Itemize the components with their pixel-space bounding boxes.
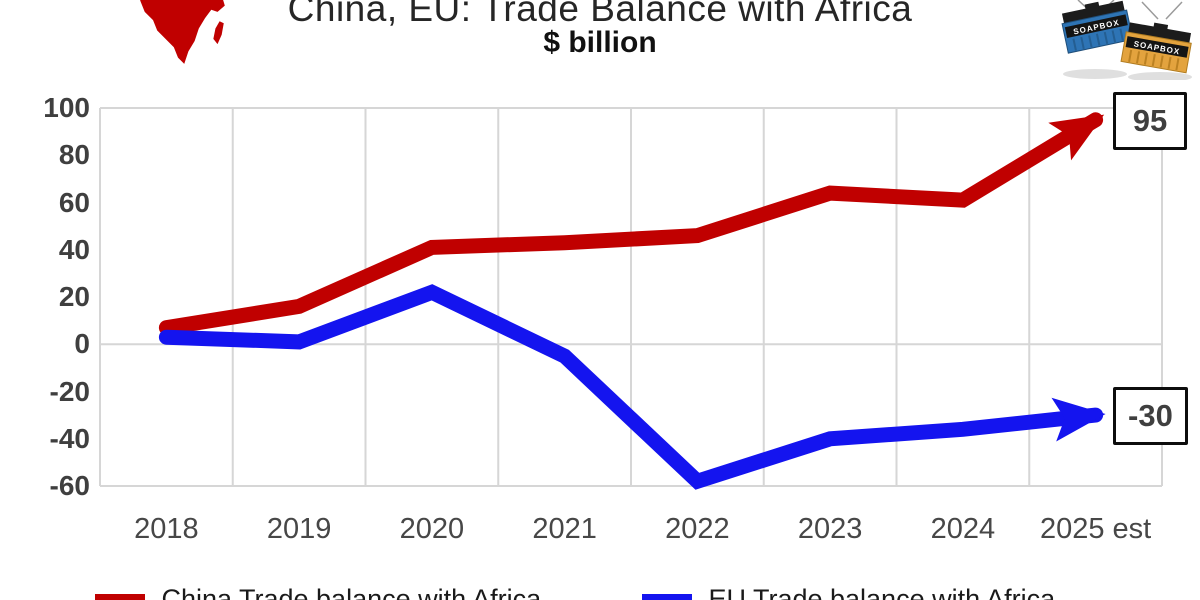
end-value-box-eu: -30	[1113, 387, 1188, 446]
x-tick-label: 2022	[665, 513, 730, 545]
series-lines	[158, 112, 1106, 490]
x-tick-label: 2024	[930, 513, 996, 545]
china-line-marker	[95, 594, 145, 600]
y-tick-label: -20	[49, 375, 90, 407]
x-tick-label: 2021	[532, 513, 597, 545]
series-line-china	[158, 112, 1105, 336]
y-tick-label: 100	[43, 92, 90, 123]
legend-item-china: China Trade balance with Africa	[95, 584, 541, 600]
y-tick-label: -40	[49, 422, 90, 454]
legend: China Trade balance with Africa EU Trade…	[0, 584, 1200, 600]
x-tick-label: 2018	[134, 513, 199, 545]
y-tick-label: 20	[58, 281, 90, 312]
y-tick-label: -60	[49, 470, 90, 501]
chart-title: China, EU: Trade Balance with Africa	[287, 0, 913, 29]
orange-container-icon: SOAPBOX	[1120, 22, 1192, 74]
blue-container-icon: SOAPBOX	[1061, 0, 1134, 54]
madagascar-shape	[213, 21, 224, 45]
legend-item-eu: EU Trade balance with Africa	[642, 584, 1055, 600]
x-tick-label: 2019	[266, 513, 332, 545]
y-tick-label: 60	[58, 186, 90, 218]
chart-subtitle: $ billion	[543, 26, 657, 59]
x-tick-label: 2023	[797, 513, 863, 545]
end-value-box-china: 95	[1113, 91, 1187, 150]
x-tick-label: 2025 est	[1039, 513, 1152, 545]
series-line-eu	[158, 284, 1106, 490]
soapbox-containers-logo: SOAPBOX SOAPBOX	[1061, 0, 1192, 80]
y-tick-label: 80	[58, 139, 90, 171]
x-tick-label: 2020	[399, 513, 465, 545]
legend-label-china: China Trade balance with Africa	[161, 584, 542, 600]
y-tick-label: 40	[58, 233, 90, 265]
legend-label-eu: EU Trade balance with Africa	[708, 584, 1056, 600]
y-tick-label: 0	[74, 328, 90, 360]
logo-shadow	[1128, 72, 1192, 80]
africa-shape	[140, 0, 225, 64]
eu-line-marker	[642, 594, 692, 600]
africa-map-icon	[140, 0, 225, 64]
logo-shadow	[1063, 69, 1127, 79]
